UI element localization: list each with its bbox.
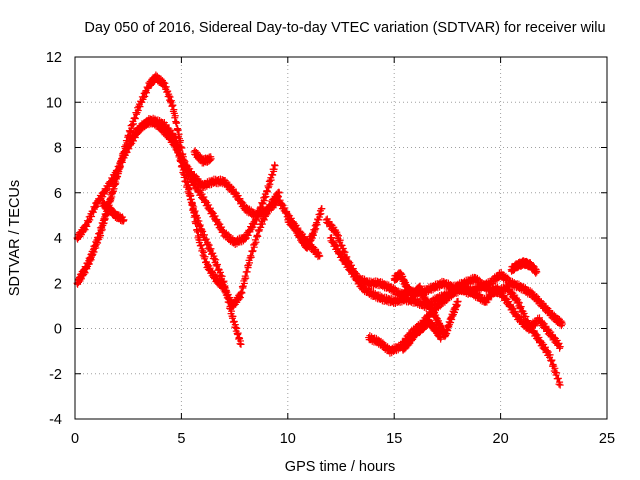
x-tick-label: 0 — [71, 431, 79, 447]
data-point — [193, 228, 201, 236]
data-point — [111, 180, 119, 188]
data-point — [234, 329, 242, 337]
data-point — [87, 256, 95, 264]
data-point — [242, 274, 250, 282]
data-point — [556, 343, 564, 351]
data-point — [213, 260, 221, 268]
series-track-13 — [399, 316, 445, 354]
x-axis-label: GPS time / hours — [285, 459, 395, 475]
data-point — [556, 381, 564, 389]
data-point — [98, 226, 106, 234]
data-point — [558, 320, 566, 328]
data-point — [171, 112, 179, 120]
y-tick-label: 0 — [54, 322, 62, 338]
data-point — [548, 356, 556, 364]
data-point — [188, 200, 196, 208]
data-point — [533, 268, 541, 276]
data-point — [316, 252, 324, 260]
y-tick-label: -2 — [49, 367, 62, 383]
x-tick-label: 15 — [386, 431, 402, 447]
x-tick-label: 5 — [177, 431, 185, 447]
data-point — [237, 340, 245, 348]
data-point — [169, 101, 177, 109]
y-tick-label: 12 — [46, 50, 62, 66]
data-point — [187, 191, 195, 199]
data-point — [254, 232, 262, 240]
grid-lines — [75, 57, 607, 419]
series-track-8 — [284, 205, 326, 252]
data-points — [73, 71, 566, 389]
y-tick-label: 6 — [54, 186, 62, 202]
y-tick-label: -4 — [49, 412, 62, 428]
data-point — [275, 189, 283, 197]
series-track-14 — [507, 257, 541, 277]
data-point — [271, 162, 279, 170]
data-point — [318, 205, 326, 213]
tick-labels: 0 5 10 15 20 25 -4 -2 0 2 4 6 8 10 12 — [46, 50, 615, 447]
x-tick-label: 20 — [493, 431, 509, 447]
data-point — [100, 219, 108, 227]
data-point — [173, 119, 181, 127]
data-point — [116, 164, 124, 172]
y-tick-label: 2 — [54, 276, 62, 292]
y-tick-label: 4 — [54, 231, 62, 247]
data-point — [110, 187, 118, 195]
data-point — [131, 115, 139, 123]
x-tick-label: 10 — [280, 431, 296, 447]
y-axis-label: SDTVAR / TECUs — [7, 180, 23, 296]
x-tick-label: 25 — [599, 431, 615, 447]
y-tick-label: 8 — [54, 141, 62, 157]
series-track-6 — [99, 198, 128, 225]
plot-frame — [74, 56, 608, 420]
data-point — [120, 216, 128, 224]
series-track-5 — [190, 147, 215, 167]
chart-title: Day 050 of 2016, Sidereal Day-to-day VTE… — [84, 20, 605, 36]
data-point — [554, 374, 562, 382]
data-point — [191, 212, 199, 220]
data-point — [249, 247, 257, 255]
data-point — [243, 268, 251, 276]
data-point — [454, 297, 462, 305]
data-point — [207, 155, 215, 163]
y-tick-label: 10 — [46, 95, 62, 111]
data-point — [192, 219, 200, 227]
data-point — [247, 253, 255, 261]
series-track-4 — [167, 132, 281, 221]
data-point — [263, 188, 271, 196]
data-point — [437, 334, 445, 342]
data-point — [238, 289, 246, 297]
